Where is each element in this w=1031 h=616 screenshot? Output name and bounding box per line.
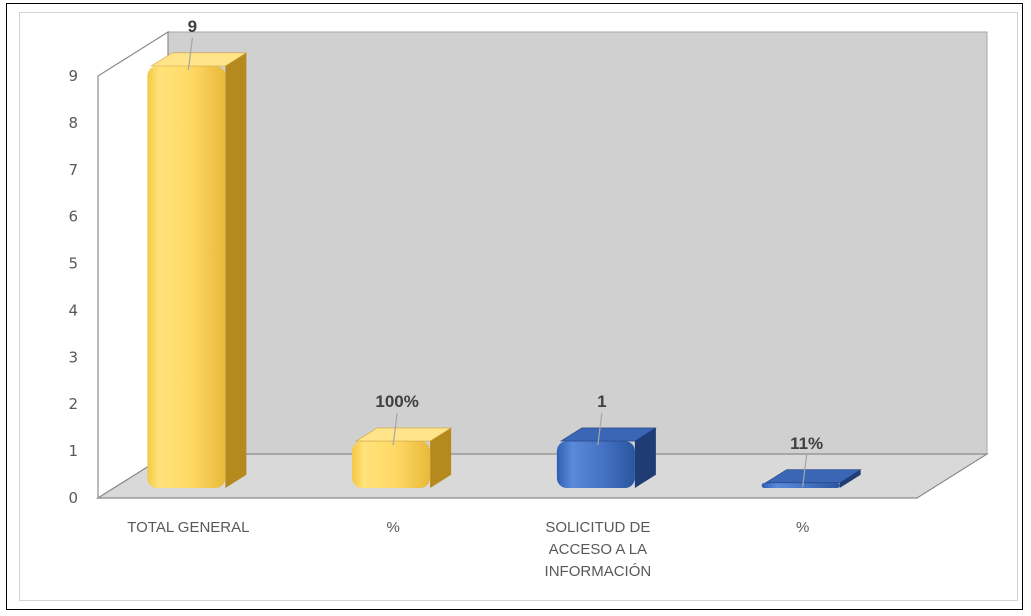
data-label: 1 (597, 392, 606, 411)
bar-front (352, 441, 431, 488)
y-tick-label: 9 (68, 67, 78, 85)
leader-line (597, 413, 603, 446)
y-tick-label: 3 (68, 348, 78, 366)
back-wall (167, 31, 988, 455)
leader-line (392, 413, 398, 446)
bar (761, 469, 862, 488)
leader-line (802, 454, 808, 487)
x-tick-label: % (796, 519, 809, 536)
y-axis: 0 1 2 3 4 5 6 7 8 9 (68, 67, 78, 507)
bar-side (634, 427, 656, 488)
data-label: 100% (375, 392, 418, 411)
x-axis: TOTAL GENERAL% SOLICITUD DE ACCESO A LA INF… (127, 519, 809, 580)
x-tick-label: % (386, 519, 399, 536)
bars (147, 52, 862, 489)
y-tick-label: 5 (68, 255, 78, 273)
x-tick-label: TOTAL GENERAL (127, 519, 249, 536)
bar-top (764, 469, 862, 484)
y-tick-label: 1 (68, 442, 78, 460)
chart-area (19, 12, 1018, 601)
bar-top (150, 52, 248, 67)
y-tick-label: 8 (68, 114, 78, 132)
bar-front (556, 441, 635, 488)
bar (352, 427, 453, 488)
y-tick-label: 7 (68, 161, 78, 179)
bar-side (225, 52, 247, 489)
leader-line (187, 37, 193, 71)
bar-front (147, 66, 226, 488)
y-tick-label: 0 (68, 489, 78, 507)
bar-top (559, 427, 657, 442)
y-tick-label: 4 (68, 301, 78, 319)
x-tick-label: SOLICITUD DE ACCESO A LA INFORMACIÓN (545, 519, 652, 580)
data-label: 9 (188, 17, 197, 36)
bar-side (430, 427, 452, 488)
y-tick-label: 6 (68, 208, 78, 226)
bar-front (761, 482, 840, 488)
data-label: 11% (790, 434, 823, 453)
data-labels: 9 100% 1 11% (187, 17, 823, 487)
bar-side (839, 469, 861, 488)
y-tick-label: 2 (68, 395, 78, 413)
bar (147, 52, 248, 489)
bar-top (355, 427, 453, 442)
bar (556, 427, 657, 488)
